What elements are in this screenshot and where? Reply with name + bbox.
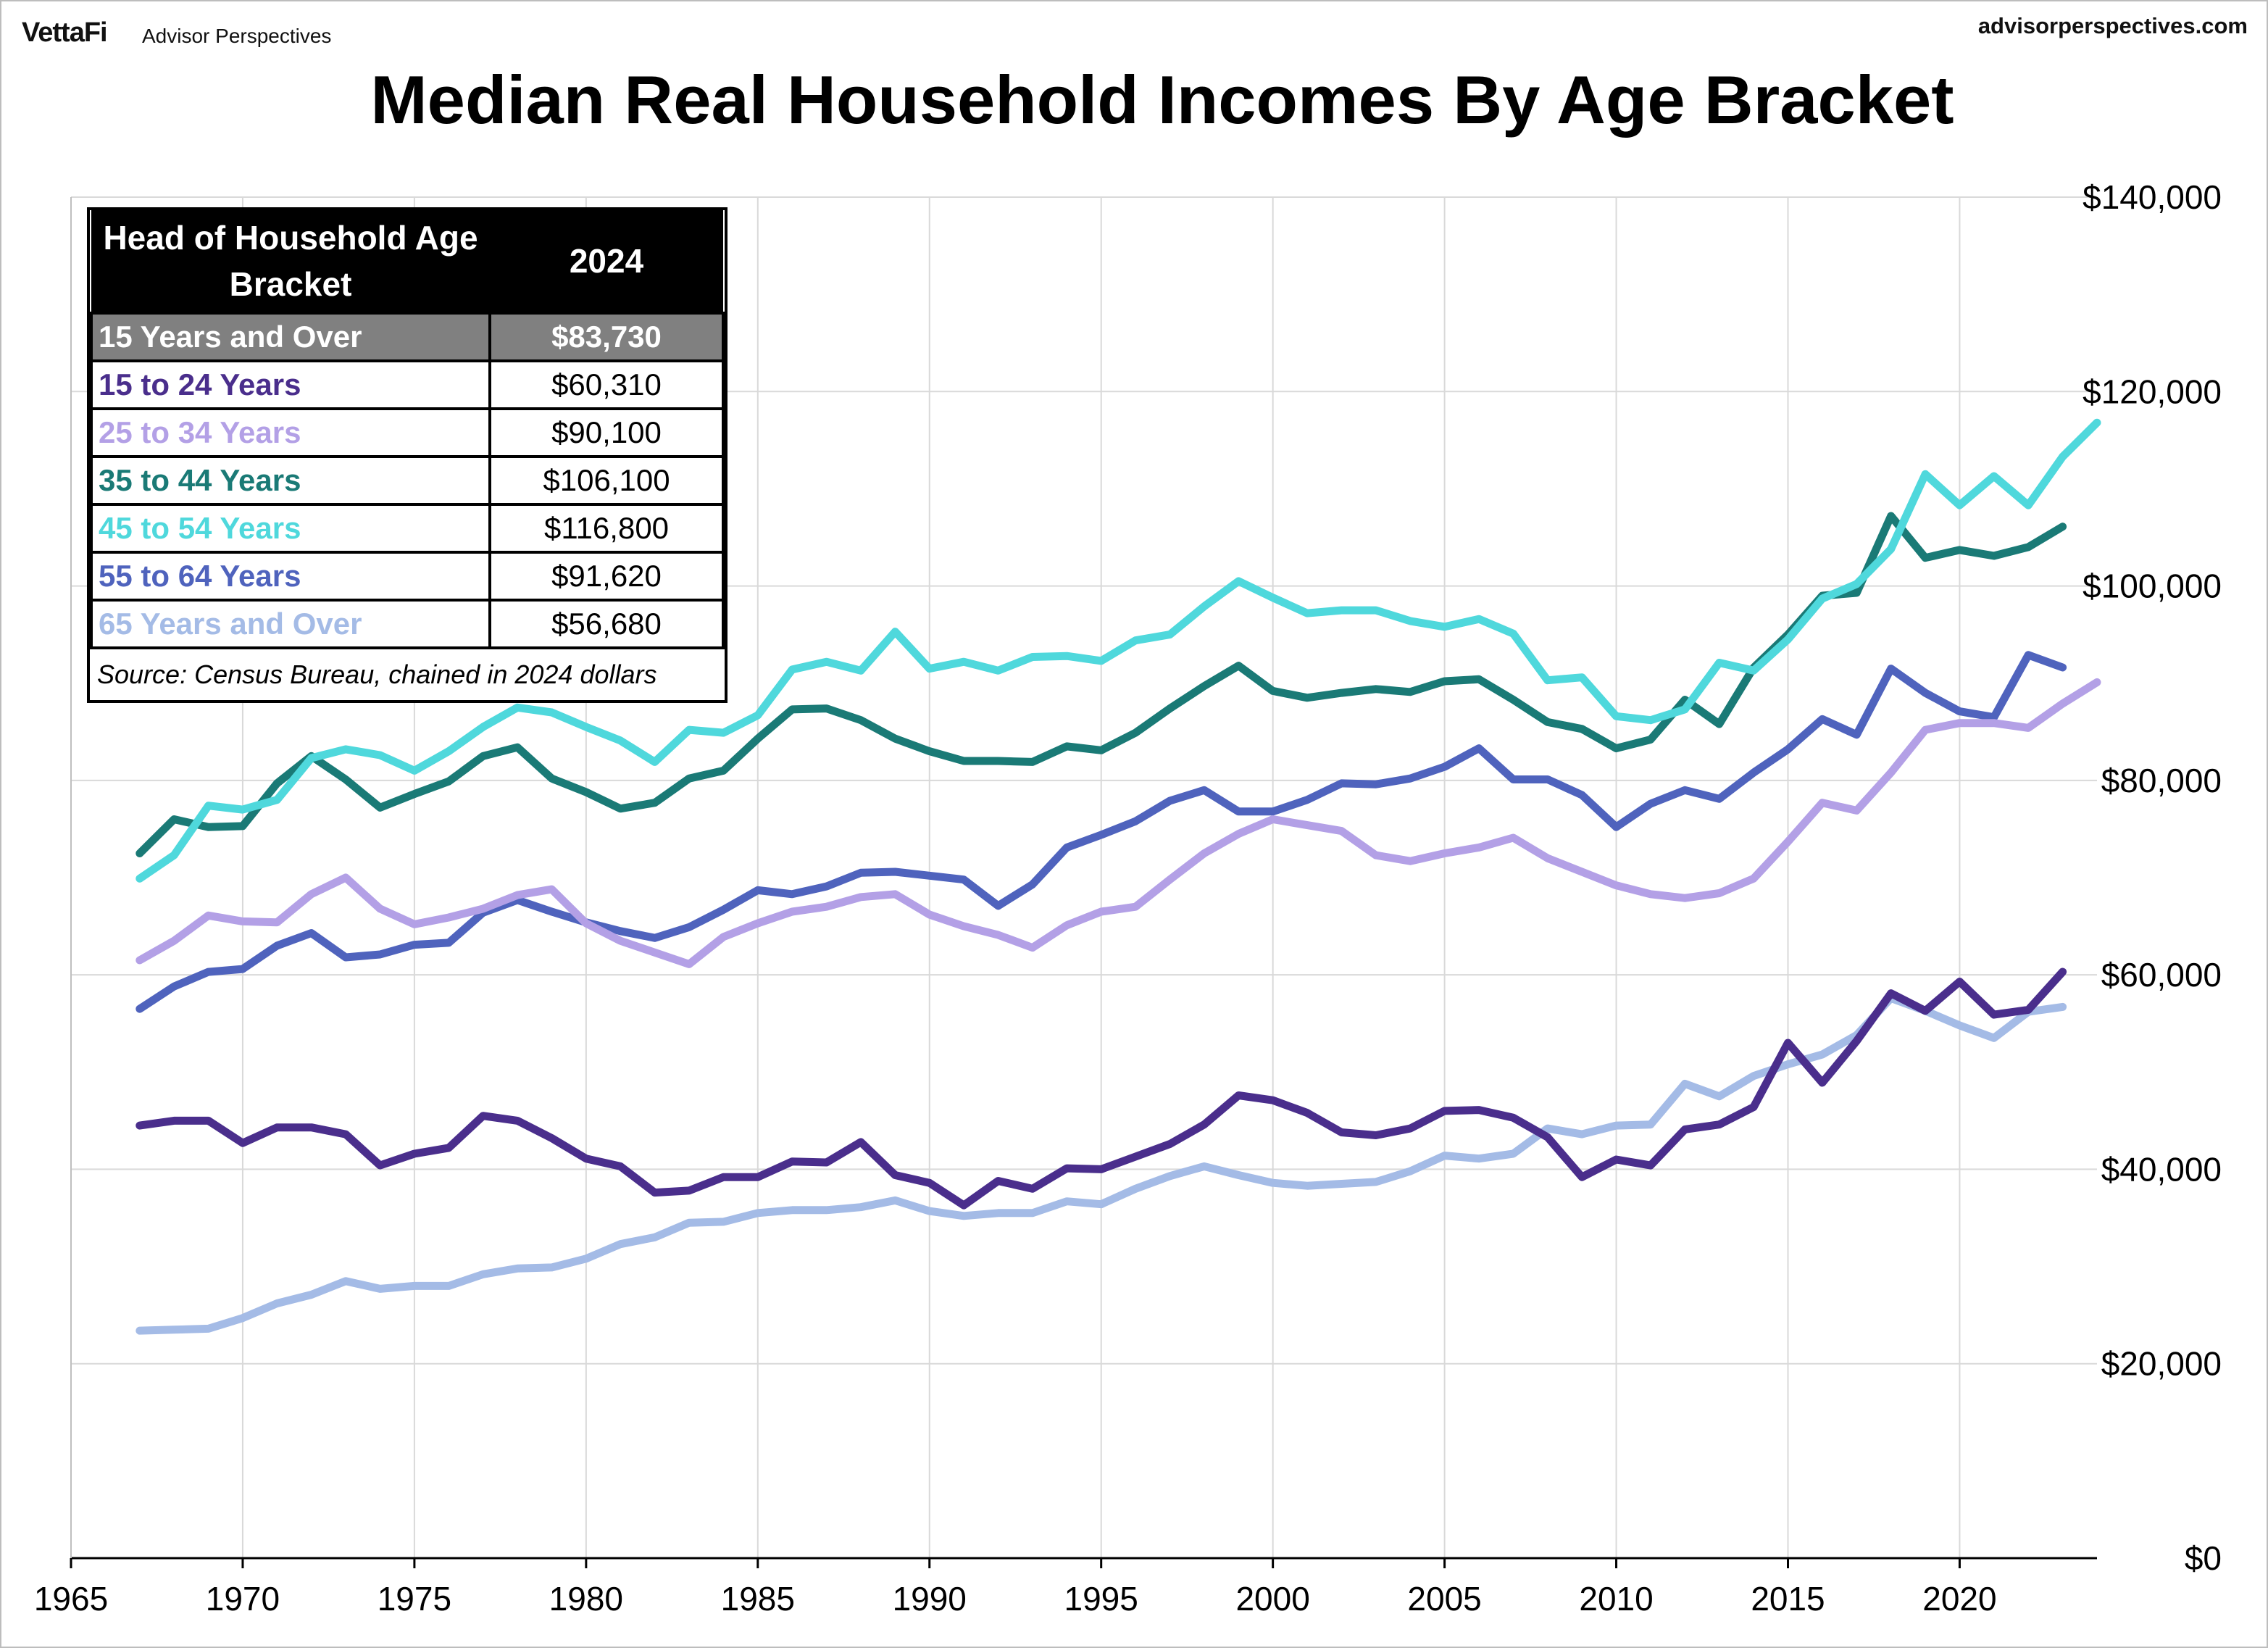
series-line-15-to-24-years xyxy=(136,967,2067,1210)
row-value: $56,680 xyxy=(488,599,725,649)
x-tick-label: 2005 xyxy=(1407,1580,1481,1618)
table-row: 15 to 24 Years $60,310 xyxy=(90,359,725,410)
y-tick-label: $40,000 xyxy=(2101,1150,2222,1188)
chart-title: Median Real Household Incomes By Age Bra… xyxy=(370,62,1954,138)
table-row: 65 Years and Over $56,680 xyxy=(90,599,725,649)
series-line-25-to-34-years xyxy=(136,678,2101,968)
series-lines xyxy=(136,418,2101,1335)
table-row: 55 to 64 Years $91,620 xyxy=(90,551,725,602)
source-note: Source: Census Bureau, chained in 2024 d… xyxy=(97,659,657,689)
site-url: advisorperspectives.com xyxy=(1977,13,2248,38)
y-tick-label: $120,000 xyxy=(2083,373,2222,410)
y-tick-label: $100,000 xyxy=(2083,567,2222,605)
row-label: 25 to 34 Years xyxy=(90,407,491,458)
brand-subtitle: Advisor Perspectives xyxy=(142,25,332,47)
series-line-65-years-and-over xyxy=(136,994,2067,1335)
x-tick-label: 1985 xyxy=(721,1580,795,1618)
y-tick-label: $140,000 xyxy=(2083,178,2222,216)
row-label: 65 Years and Over xyxy=(90,599,491,649)
legend-table: Head of Household Age Bracket 2024 15 Ye… xyxy=(87,207,727,703)
series-line-55-to-64-years xyxy=(136,651,2067,1013)
table-row: 25 to 34 Years $90,100 xyxy=(90,407,725,458)
x-tick-label: 1980 xyxy=(549,1580,623,1618)
table-header-year: 2024 xyxy=(490,210,723,313)
row-value: $91,620 xyxy=(488,551,725,602)
table-row: 45 to 54 Years $116,800 xyxy=(90,503,725,554)
y-tick-label: $60,000 xyxy=(2101,956,2222,994)
row-value: $90,100 xyxy=(488,407,725,458)
row-value: $60,310 xyxy=(488,359,725,410)
y-tick-label: $80,000 xyxy=(2101,762,2222,799)
row-label: 55 to 64 Years xyxy=(90,551,491,602)
x-tick-label: 2000 xyxy=(1235,1580,1309,1618)
row-value: $83,730 xyxy=(488,312,725,362)
brand-logo: VettaFi xyxy=(22,17,108,48)
row-label: 15 to 24 Years xyxy=(90,359,491,410)
series-line-35-to-44-years xyxy=(136,512,2067,857)
x-tick-label: 1970 xyxy=(206,1580,280,1618)
x-tick-label: 1965 xyxy=(34,1580,108,1618)
table-header-age-bracket: Head of Household Age Bracket xyxy=(91,210,490,313)
y-tick-label: $20,000 xyxy=(2101,1345,2222,1383)
row-label: 45 to 54 Years xyxy=(90,503,491,554)
x-tick-label: 1975 xyxy=(378,1580,451,1618)
x-tick-label: 1995 xyxy=(1064,1580,1138,1618)
axes: 1965 1970 1975 1980 1985 1990 1995 2000 2005 2010… xyxy=(34,178,2222,1618)
y-tick-label: $0 xyxy=(2185,1539,2222,1577)
x-tick-label: 1990 xyxy=(893,1580,967,1618)
table-row: 15 Years and Over $83,730 xyxy=(90,312,725,362)
x-tick-label: 2015 xyxy=(1751,1580,1825,1618)
row-value: $106,100 xyxy=(488,455,725,506)
x-tick-label: 2020 xyxy=(1922,1580,1996,1618)
row-label: 15 Years and Over xyxy=(90,312,491,362)
table-row: 35 to 44 Years $106,100 xyxy=(90,455,725,506)
row-label: 35 to 44 Years xyxy=(90,455,491,506)
series-line-45-to-54-years xyxy=(136,418,2101,883)
row-value: $116,800 xyxy=(488,503,725,554)
x-tick-label: 2010 xyxy=(1579,1580,1653,1618)
